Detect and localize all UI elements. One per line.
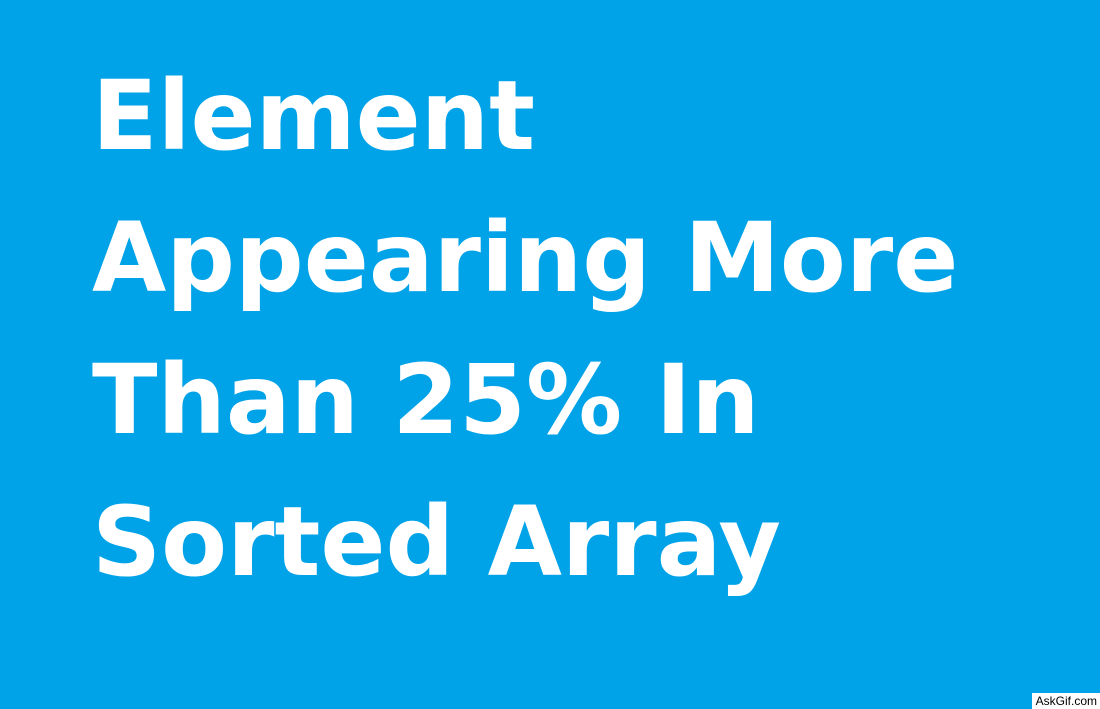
title-line-2: Appearing More xyxy=(92,202,959,314)
title-line-1: Element xyxy=(92,60,535,172)
title-line-3: Than 25% In xyxy=(92,344,760,456)
watermark: AskGif.com xyxy=(1031,693,1100,709)
title-line-4: Sorted Array xyxy=(92,486,781,598)
